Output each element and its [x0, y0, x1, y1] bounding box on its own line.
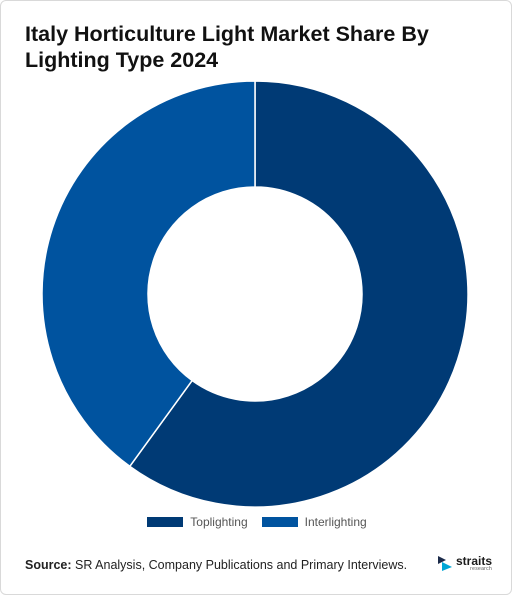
- legend-label-toplighting: Toplighting: [190, 515, 248, 529]
- source-note: Source: SR Analysis, Company Publication…: [25, 558, 407, 572]
- straits-research-logo: straits research: [437, 551, 497, 575]
- legend-label-interlighting: Interlighting: [304, 515, 367, 529]
- logo-wordmark: straits: [456, 553, 493, 568]
- source-text: SR Analysis, Company Publications and Pr…: [71, 558, 408, 572]
- legend-swatch-interlighting: [261, 517, 298, 527]
- donut-slice-toplighting: [128, 80, 469, 508]
- chart-title: Italy Horticulture Light Market Share By…: [25, 22, 429, 72]
- legend-item-interlighting: Interlighting: [261, 515, 367, 529]
- source-label: Source:: [25, 558, 72, 572]
- legend-item-toplighting: Toplighting: [147, 515, 248, 529]
- legend-swatch-toplighting: [147, 517, 184, 527]
- chart-legend: Toplighting Interlighting: [1, 515, 513, 529]
- logo-subtext: research: [470, 565, 493, 572]
- donut-slice-interlighting: [41, 80, 256, 468]
- logo-mark-icon: [438, 556, 452, 571]
